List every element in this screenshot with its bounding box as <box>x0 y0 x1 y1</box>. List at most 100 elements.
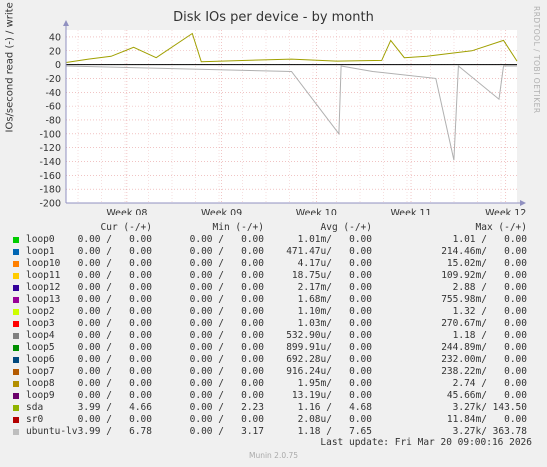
legend-min: 0.00 / 0.00 <box>189 414 264 425</box>
legend-row: loop6 0.00 / 0.00 0.00 / 0.00 692.28u/ 0.00… <box>12 354 542 366</box>
legend-name: loop6 <box>26 354 55 365</box>
legend-avg: 1.10m/ 0.00 <box>297 306 372 317</box>
legend-cur: 0.00 / 0.00 <box>77 246 152 257</box>
legend-swatch <box>13 381 19 387</box>
legend-row: sr0 0.00 / 0.00 0.00 / 0.00 2.08u/ 0.00 11.8… <box>12 414 542 426</box>
legend-swatch <box>13 345 19 351</box>
legend-cur: 0.00 / 0.00 <box>77 378 152 389</box>
y-tick-label: 40 <box>49 32 61 43</box>
legend-max: 1.01 / 0.00 <box>452 234 527 245</box>
legend-name: loop5 <box>26 342 55 353</box>
legend-name: loop9 <box>26 390 55 401</box>
legend-swatch <box>13 369 19 375</box>
legend-min: 0.00 / 0.00 <box>189 318 264 329</box>
legend-min: 0.00 / 0.00 <box>189 294 264 305</box>
legend-cur: 3.99 / 4.66 <box>77 402 152 413</box>
legend-cur: 0.00 / 0.00 <box>77 270 152 281</box>
legend-max: 15.02m/ 0.00 <box>446 258 527 269</box>
y-tick-label: -120 <box>39 143 61 154</box>
y-tick-label: -60 <box>45 102 61 113</box>
legend-name: loop7 <box>26 366 55 377</box>
legend-max: 45.66m/ 0.00 <box>446 390 527 401</box>
legend-cur: 0.00 / 0.00 <box>77 318 152 329</box>
legend-row: loop3 0.00 / 0.00 0.00 / 0.00 1.03m/ 0.00 27… <box>12 318 542 330</box>
legend-min: 0.00 / 0.00 <box>189 330 264 341</box>
header-min: Min (-/+) <box>212 222 264 233</box>
legend-cur: 0.00 / 0.00 <box>77 390 152 401</box>
y-tick-label: -80 <box>45 115 61 126</box>
legend-max: 755.98m/ 0.00 <box>441 294 527 305</box>
legend-name: loop12 <box>26 282 61 293</box>
legend-avg: 1.95m/ 0.00 <box>297 378 372 389</box>
legend-cur: 0.00 / 0.00 <box>77 234 152 245</box>
legend-table: Cur (-/+) Min (-/+) Avg (-/+) Max (-/+) … <box>12 222 542 438</box>
y-tick-label: -20 <box>45 74 61 85</box>
legend-max: 1.18 / 0.00 <box>452 330 527 341</box>
legend-avg: 532.90u/ 0.00 <box>286 330 372 341</box>
legend-min: 0.00 / 0.00 <box>189 342 264 353</box>
legend-min: 0.00 / 0.00 <box>189 282 264 293</box>
y-tick-label: -180 <box>39 185 61 196</box>
legend-row: loop5 0.00 / 0.00 0.00 / 0.00 899.91u/ 0.00… <box>12 342 542 354</box>
legend-swatch <box>13 249 19 255</box>
legend-swatch <box>13 405 19 411</box>
legend-name: loop0 <box>26 234 55 245</box>
legend-swatch <box>13 357 19 363</box>
legend-min: 0.00 / 0.00 <box>189 354 264 365</box>
legend-avg: 1.68m/ 0.00 <box>297 294 372 305</box>
legend-row: loop9 0.00 / 0.00 0.00 / 0.00 13.19u/ 0.00 4… <box>12 390 542 402</box>
legend-cur: 0.00 / 0.00 <box>77 330 152 341</box>
legend-swatch <box>13 261 19 267</box>
legend-name: sda <box>26 402 44 413</box>
legend-max: 270.67m/ 0.00 <box>441 318 527 329</box>
legend-name: loop2 <box>26 306 55 317</box>
y-tick-label: 0 <box>55 60 61 71</box>
legend-row: loop0 0.00 / 0.00 0.00 / 0.00 1.01m/ 0.00 1.… <box>12 234 542 246</box>
legend-cur: 0.00 / 0.00 <box>77 306 152 317</box>
legend-row: loop10 0.00 / 0.00 0.00 / 0.00 4.17u/ 0.00 1… <box>12 258 542 270</box>
legend-cur: 3.99 / 6.78 <box>77 426 152 437</box>
legend-cur: 0.00 / 0.00 <box>77 414 152 425</box>
legend-max: 238.22m/ 0.00 <box>441 366 527 377</box>
y-tick-label: -40 <box>45 88 61 99</box>
legend-row: loop11 0.00 / 0.00 0.00 / 0.00 18.75u/ 0.00… <box>12 270 542 282</box>
y-tick-label: -100 <box>39 129 61 140</box>
legend-swatch <box>13 429 19 435</box>
legend-name: loop3 <box>26 318 55 329</box>
plot-background <box>66 30 517 203</box>
legend-avg: 471.47u/ 0.00 <box>286 246 372 257</box>
legend-row: loop13 0.00 / 0.00 0.00 / 0.00 1.68m/ 0.00 7… <box>12 294 542 306</box>
header-max: Max (-/+) <box>475 222 527 233</box>
legend-header: Cur (-/+) Min (-/+) Avg (-/+) Max (-/+) <box>12 222 542 234</box>
legend-avg: 2.17m/ 0.00 <box>297 282 372 293</box>
legend-row: sda 3.99 / 4.66 0.00 / 2.23 1.16 / 4.68 3.27… <box>12 402 542 414</box>
legend-swatch <box>13 273 19 279</box>
legend-swatch <box>13 417 19 423</box>
legend-min: 0.00 / 0.00 <box>189 390 264 401</box>
legend-min: 0.00 / 0.00 <box>189 378 264 389</box>
legend-swatch <box>13 393 19 399</box>
legend-name: ubuntu-lv <box>26 426 78 437</box>
legend-swatch <box>13 285 19 291</box>
series-line-ubuntu-lv <box>65 64 517 161</box>
legend-avg: 1.16 / 4.68 <box>297 402 372 413</box>
legend-row: loop12 0.00 / 0.00 0.00 / 0.00 2.17m/ 0.00 2… <box>12 282 542 294</box>
legend-row: loop4 0.00 / 0.00 0.00 / 0.00 532.90u/ 0.00… <box>12 330 542 342</box>
series-line-sda <box>65 32 518 63</box>
y-tick-label: -140 <box>39 157 61 168</box>
header-cur: Cur (-/+) <box>100 222 152 233</box>
legend-cur: 0.00 / 0.00 <box>77 342 152 353</box>
x-tick-label: Week 12 <box>485 208 526 215</box>
legend-min: 0.00 / 0.00 <box>189 246 264 257</box>
header-avg: Avg (-/+) <box>320 222 372 233</box>
legend-max: 3.27k/ 143.50 <box>452 402 527 413</box>
legend-max: 214.46m/ 0.00 <box>441 246 527 257</box>
legend-name: loop11 <box>26 270 61 281</box>
legend-row: loop1 0.00 / 0.00 0.00 / 0.00 471.47u/ 0.00… <box>12 246 542 258</box>
y-tick-label: -160 <box>39 171 61 182</box>
legend-max: 232.00m/ 0.00 <box>441 354 527 365</box>
legend-avg: 1.03m/ 0.00 <box>297 318 372 329</box>
legend-avg: 18.75u/ 0.00 <box>291 270 372 281</box>
legend-row: loop2 0.00 / 0.00 0.00 / 0.00 1.10m/ 0.00 1.… <box>12 306 542 318</box>
legend-avg: 916.24u/ 0.00 <box>286 366 372 377</box>
